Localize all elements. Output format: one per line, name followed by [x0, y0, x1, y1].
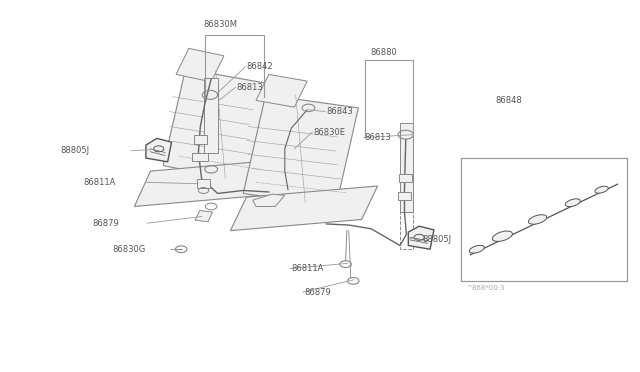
Bar	[461, 158, 627, 281]
Ellipse shape	[529, 215, 547, 224]
Polygon shape	[176, 48, 224, 82]
Text: 86848: 86848	[495, 96, 522, 105]
Text: 86811A: 86811A	[83, 178, 116, 187]
Ellipse shape	[469, 246, 484, 253]
Polygon shape	[253, 194, 285, 206]
Polygon shape	[146, 138, 172, 162]
Ellipse shape	[565, 199, 580, 206]
Polygon shape	[256, 74, 307, 107]
Text: 86843: 86843	[326, 107, 353, 116]
Polygon shape	[195, 211, 212, 222]
Ellipse shape	[492, 231, 513, 241]
Text: 86880: 86880	[371, 48, 397, 57]
Polygon shape	[197, 179, 210, 188]
Polygon shape	[192, 153, 208, 161]
Text: 86879: 86879	[304, 288, 331, 296]
Text: 86813: 86813	[365, 133, 392, 142]
Polygon shape	[194, 135, 207, 144]
Text: 88805J: 88805J	[422, 235, 452, 244]
Polygon shape	[163, 69, 269, 182]
Ellipse shape	[595, 186, 608, 193]
Polygon shape	[408, 226, 434, 249]
Polygon shape	[399, 174, 412, 182]
Text: 86830M: 86830M	[204, 20, 238, 29]
Text: ^868*00·3: ^868*00·3	[466, 285, 504, 291]
Text: 86813: 86813	[237, 83, 264, 92]
Bar	[400, 123, 413, 212]
Polygon shape	[230, 186, 378, 231]
Bar	[204, 78, 218, 153]
Polygon shape	[243, 95, 358, 206]
Text: 88805J: 88805J	[61, 146, 90, 155]
Text: 86842: 86842	[246, 62, 273, 71]
Polygon shape	[398, 192, 411, 200]
Text: 86879: 86879	[93, 219, 120, 228]
Text: 86830E: 86830E	[314, 128, 346, 137]
Polygon shape	[134, 160, 278, 206]
Text: 86811A: 86811A	[291, 264, 324, 273]
Text: 86830G: 86830G	[112, 245, 145, 254]
